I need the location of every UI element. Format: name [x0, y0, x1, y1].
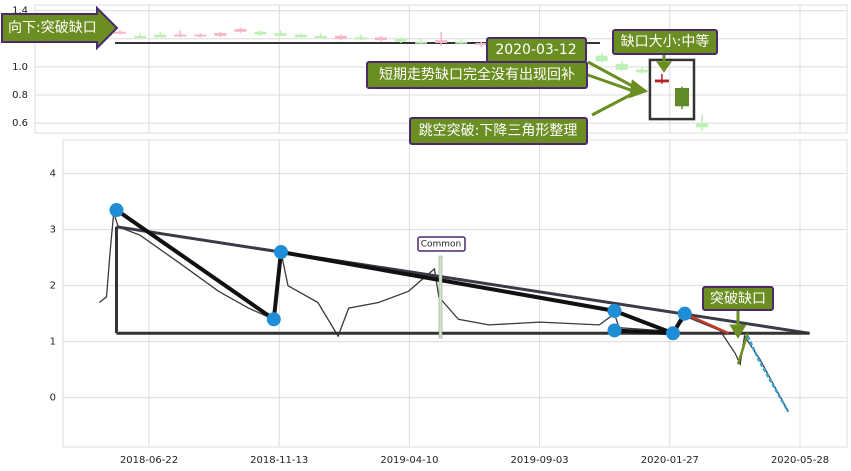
annotation: Common [421, 240, 462, 250]
candle-body [395, 38, 408, 42]
candle-body [294, 34, 307, 38]
y-tick-label: 0 [50, 393, 56, 404]
candle-body [635, 69, 648, 73]
candle-body [334, 35, 347, 39]
candle-body [696, 123, 709, 128]
annotation-box [417, 236, 466, 252]
trend-line [684, 312, 730, 335]
candle-body [194, 34, 207, 37]
candle-body [134, 35, 147, 38]
y-tick-label: 4 [50, 169, 56, 180]
trend-line [746, 335, 790, 413]
candle-body [595, 55, 608, 62]
marks [98, 27, 810, 413]
candle-body [374, 37, 387, 41]
candle-body [314, 35, 327, 38]
pivot-marker [607, 323, 622, 338]
y-tick-label: 3 [50, 225, 56, 236]
y-tick-label: 2 [50, 281, 56, 292]
candle-body [234, 28, 247, 32]
candle-body [214, 33, 227, 36]
pivot-marker [273, 245, 288, 260]
candle-body [415, 41, 428, 44]
annotation-box [702, 286, 774, 311]
arrow-head [729, 324, 747, 339]
pivot-marker [677, 306, 692, 321]
annotations: 向下:突破缺口 2020-03-12 缺口大小:中等 短期走势缺口完全没有出现回… [1, 5, 774, 339]
x-tick-label: 2020-05-28 [771, 455, 829, 466]
annotation: 突破缺口 [710, 291, 766, 307]
y-tick-label: 1.0 [12, 62, 28, 73]
candle-body [354, 37, 367, 40]
y-tick-label: 1.4 [12, 6, 28, 17]
annotation: 短期走势缺口完全没有出现回补 [379, 66, 575, 83]
annotation-box [1, 5, 119, 51]
pivot-marker [666, 326, 681, 341]
y-tick-label: 0.8 [12, 90, 28, 101]
annotation-box [409, 117, 588, 145]
trend-line [271, 251, 283, 320]
y-tick-label: 1 [50, 337, 56, 348]
x-tick-label: 2018-11-13 [250, 455, 308, 466]
candle-body [274, 33, 287, 36]
candle-body [114, 31, 127, 34]
candle-body [455, 41, 468, 44]
x-tick-label: 2018-06-22 [120, 455, 178, 466]
candle-body [674, 87, 689, 107]
candle-body [174, 34, 187, 37]
grid: 2018-06-22 2018-11-13 2019-04-10 2019-09-03… [12, 5, 847, 466]
x-tick-label: 2019-09-03 [511, 455, 569, 466]
trend-line [115, 208, 275, 321]
trend-line [116, 225, 810, 335]
trend-line [613, 309, 674, 336]
x-tick-label: 2020-01-27 [641, 455, 699, 466]
arrow [587, 60, 637, 90]
trend-line [280, 250, 615, 313]
candle-body [254, 31, 267, 35]
arrows [587, 54, 747, 339]
annotation: 向下:突破缺口 [8, 20, 97, 36]
pivot-marker [266, 312, 281, 327]
arrow [591, 90, 637, 117]
arrow-head [629, 79, 649, 99]
arrow [587, 73, 637, 94]
price-line [98, 212, 789, 413]
annotation-box [366, 61, 588, 89]
pivot-marker [109, 203, 124, 218]
trend-line [614, 328, 674, 336]
arrow-head [656, 61, 672, 73]
candle-body [654, 79, 669, 83]
annotation: 2020-03-12 [495, 42, 576, 58]
common-gap-marker [438, 255, 443, 339]
trend-line [736, 332, 749, 365]
candle-body [154, 34, 167, 38]
x-tick-label: 2019-04-10 [380, 455, 438, 466]
y-tick-label: 0.6 [12, 118, 28, 129]
candle-body [475, 42, 488, 45]
candle-body [615, 64, 628, 70]
annotation-box [612, 29, 718, 55]
candle-body [435, 40, 448, 43]
annotation: 缺口大小:中等 [621, 33, 710, 50]
pivot-marker [607, 303, 622, 318]
annotation: 跳空突破:下降三角形整理 [419, 123, 578, 139]
highlight-frame [648, 58, 696, 121]
